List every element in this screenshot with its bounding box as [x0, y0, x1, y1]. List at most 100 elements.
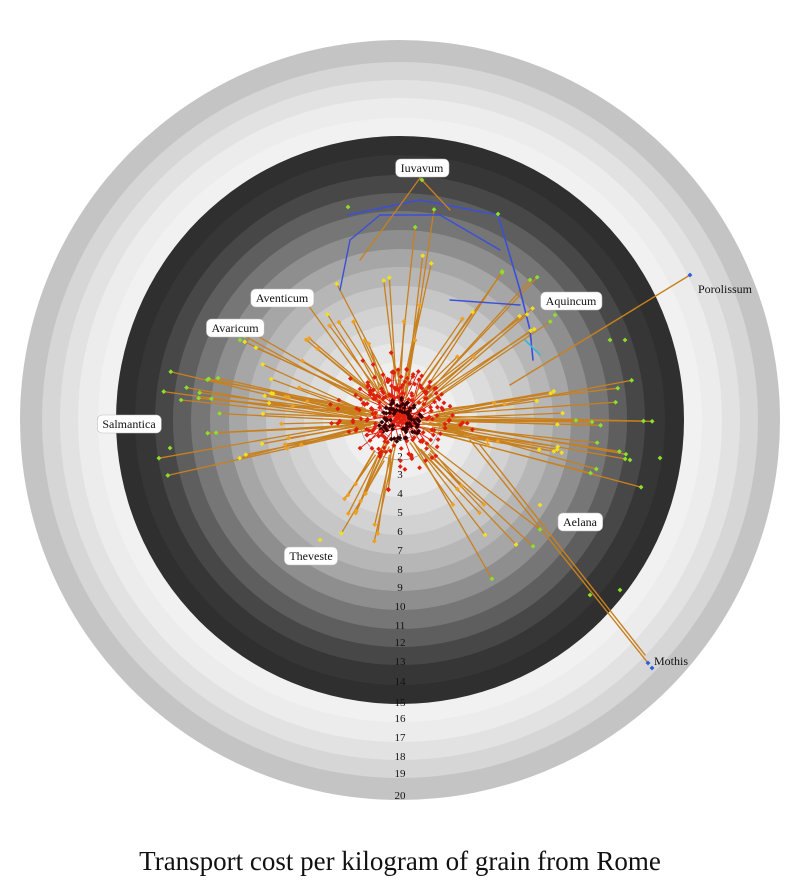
- route-node: [266, 400, 272, 406]
- route-segment: [373, 444, 397, 542]
- route-node: [638, 484, 644, 490]
- svg-text:Aquincum: Aquincum: [546, 294, 597, 308]
- ring-label: 5: [397, 507, 403, 519]
- city-label-porolissum: Porolissum: [698, 282, 753, 296]
- route-segment: [426, 442, 541, 531]
- route-node: [329, 420, 334, 426]
- route-node: [215, 375, 221, 381]
- route-node: [350, 419, 356, 425]
- ring-label: 11: [395, 620, 406, 632]
- route-node: [367, 390, 373, 396]
- route-node: [388, 436, 394, 442]
- route-node: [156, 455, 162, 461]
- svg-text:Aelana: Aelana: [563, 515, 598, 529]
- route-node: [398, 395, 404, 401]
- route-node: [645, 660, 651, 666]
- route-segment: [347, 199, 421, 216]
- route-node: [435, 395, 441, 401]
- route-segment: [270, 378, 368, 416]
- route-node: [439, 391, 444, 397]
- route-node: [270, 391, 276, 397]
- route-node: [398, 458, 403, 464]
- route-segment: [347, 449, 376, 496]
- route-segment: [413, 271, 503, 396]
- ring-label: 6: [397, 526, 403, 538]
- route-segment: [524, 339, 541, 356]
- route-node: [380, 396, 386, 402]
- route-node: [432, 399, 437, 405]
- route-node: [217, 411, 222, 416]
- route-node: [404, 366, 410, 372]
- route-segment: [336, 283, 390, 384]
- route-node: [386, 275, 392, 281]
- route-segment: [529, 329, 534, 361]
- route-node: [374, 393, 380, 398]
- route-segment: [424, 320, 551, 407]
- route-node: [513, 542, 519, 548]
- route-node: [290, 403, 296, 409]
- route-segment: [185, 386, 370, 421]
- route-network: [158, 177, 691, 664]
- route-node: [377, 405, 383, 411]
- route-node: [485, 442, 491, 447]
- route-node: [537, 527, 543, 532]
- route-node: [464, 420, 470, 426]
- route-node: [657, 455, 663, 461]
- city-label-iuvavum: Iuvavum: [395, 158, 450, 178]
- route-segment: [268, 402, 372, 417]
- route-node: [649, 665, 655, 671]
- route-node: [279, 421, 284, 427]
- route-node: [353, 428, 359, 434]
- svg-text:Avaricum: Avaricum: [211, 321, 259, 335]
- route-node: [551, 388, 557, 394]
- route-segment: [244, 335, 366, 404]
- route-segment: [433, 401, 617, 416]
- route-node: [419, 414, 425, 420]
- route-segment: [413, 441, 493, 580]
- city-label-aquincum: Aquincum: [540, 291, 603, 311]
- svg-text:Mothis: Mothis: [654, 654, 688, 668]
- route-node: [357, 445, 363, 451]
- route-node: [371, 396, 376, 402]
- route-node: [495, 211, 501, 217]
- route-segment: [163, 390, 357, 419]
- route-segment: [419, 318, 464, 382]
- route-node: [357, 386, 363, 392]
- route-node: [534, 398, 540, 404]
- route-segment: [363, 340, 393, 402]
- route-segment: [339, 239, 351, 291]
- route-segment: [301, 360, 378, 403]
- route-node: [412, 224, 418, 230]
- route-node: [391, 443, 397, 448]
- route-node: [687, 272, 693, 278]
- route-segment: [439, 214, 501, 251]
- route-segment: [390, 352, 401, 383]
- route-node: [409, 397, 415, 403]
- route-node: [524, 311, 530, 317]
- route-node: [433, 390, 439, 396]
- route-node: [587, 592, 593, 598]
- route-node: [649, 418, 655, 424]
- route-node: [415, 422, 421, 428]
- ring-label: 3: [397, 469, 403, 481]
- route-node: [328, 402, 333, 407]
- route-segment: [497, 214, 521, 291]
- route-segment: [509, 274, 691, 386]
- route-node: [387, 448, 393, 454]
- route-segment: [419, 199, 499, 216]
- route-node: [408, 452, 414, 458]
- route-segment: [352, 321, 389, 399]
- cost-ring-labels: 1234567891011121314151617181920: [395, 432, 407, 802]
- route-node: [237, 455, 243, 461]
- route-node: [410, 374, 416, 379]
- route-segment: [316, 348, 376, 397]
- route-segment: [436, 402, 495, 415]
- route-node: [325, 311, 330, 317]
- route-segment: [479, 444, 646, 656]
- route-segment: [362, 360, 380, 391]
- route-node: [345, 204, 351, 210]
- route-node: [253, 345, 259, 351]
- route-segment: [419, 177, 451, 211]
- city-labels: Iuvavum Porolissum Aventicum Aquincum Avaric…: [97, 158, 753, 668]
- svg-text:Iuvavum: Iuvavum: [401, 161, 444, 175]
